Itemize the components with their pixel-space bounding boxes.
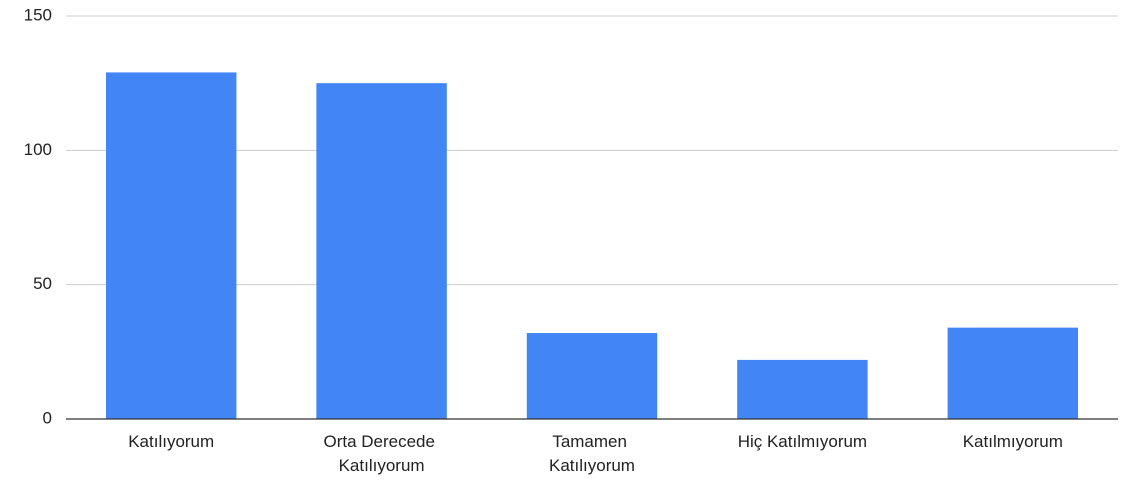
bar — [105, 72, 237, 420]
x-tick-label: Katılmıyorum — [963, 432, 1063, 451]
y-tick-label: 100 — [24, 140, 52, 159]
x-tick-label: Orta Derecede Katılıyorum — [323, 432, 439, 475]
bar — [526, 333, 658, 419]
bar — [316, 83, 447, 420]
bar — [737, 359, 868, 419]
bar — [947, 327, 1079, 419]
y-tick-label: 50 — [33, 274, 52, 293]
y-tick-label: 0 — [43, 408, 52, 427]
y-tick-label: 150 — [24, 5, 52, 24]
x-tick-label: Katılıyorum — [128, 432, 214, 451]
x-tick-label: Tamamen Katılıyorum — [549, 432, 635, 475]
x-tick-label: Hiç Katılmıyorum — [738, 432, 867, 451]
